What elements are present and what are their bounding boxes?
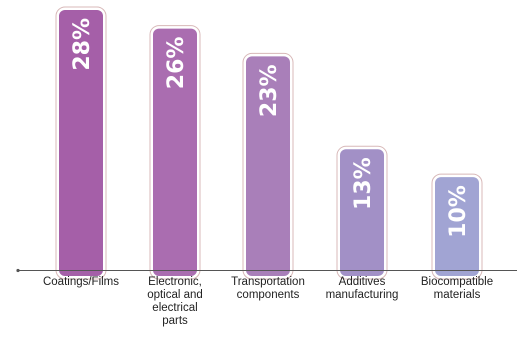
bars-layer: 28% 26% 23% 13% 10%: [55, 6, 483, 280]
bar-2: [153, 28, 197, 277]
category-label-5: Biocompatible materials: [421, 276, 493, 301]
category-label-line: components: [237, 289, 300, 301]
category-label-4: Additives manufacturing: [326, 276, 399, 301]
category-label-line: parts: [162, 315, 188, 327]
category-label-line: optical and: [147, 289, 203, 301]
bar-value-label-3: 23%: [257, 64, 282, 117]
category-label-3: Transportation components: [231, 276, 305, 301]
category-label-line: manufacturing: [326, 289, 399, 301]
category-label-line: electrical: [152, 302, 197, 314]
category-label-line: Additives: [339, 276, 386, 288]
bar-value-label-5: 10%: [446, 185, 471, 238]
bar-value-label-2: 26%: [164, 37, 189, 90]
category-label-1: Coatings/Films: [43, 276, 119, 288]
bar-1: [59, 10, 103, 276]
x-axis-origin-dot: [16, 268, 20, 273]
bar-4: [340, 149, 384, 276]
category-label-line: Coatings/Films: [43, 276, 119, 288]
category-label-line: Transportation: [231, 276, 305, 288]
bar-value-label-1: 28%: [70, 18, 95, 71]
bar-value-label-4: 13%: [351, 157, 376, 210]
bar-3: [246, 56, 290, 276]
bar-5: [435, 177, 479, 276]
category-label-2: Electronic, optical and electrical parts: [147, 276, 203, 327]
category-label-line: Electronic,: [148, 276, 202, 288]
category-label-line: materials: [434, 289, 481, 301]
category-label-line: Biocompatible: [421, 276, 493, 288]
category-labels-layer: Coatings/Films Electronic, optical and elec…: [43, 276, 493, 327]
